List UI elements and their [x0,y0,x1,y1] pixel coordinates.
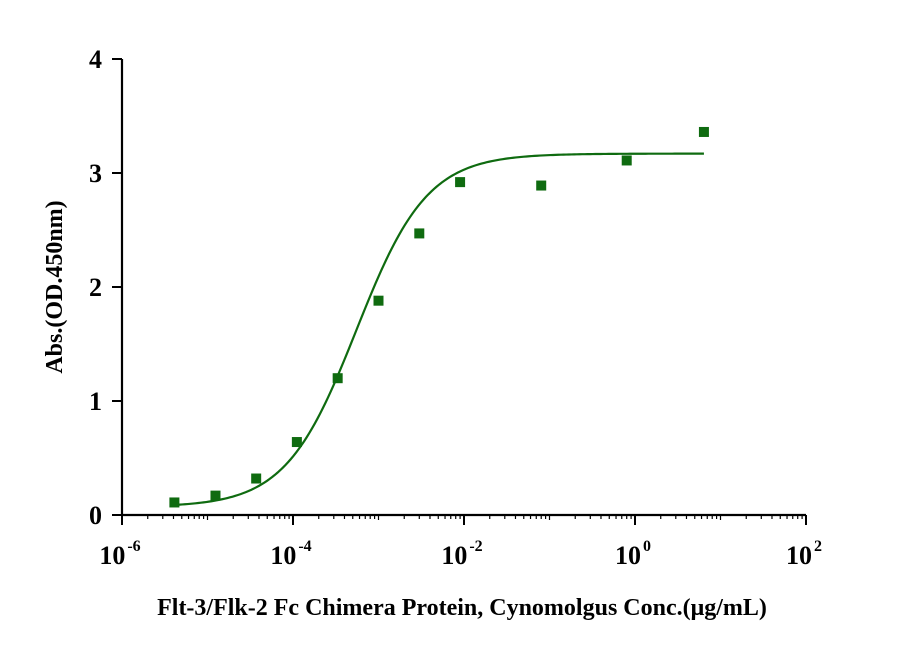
x-tick-exponent: -2 [469,538,482,555]
data-point [621,155,632,166]
y-axis-title: Abs.(OD.450nm) [42,200,68,373]
x-tick-exponent: -4 [298,538,311,555]
x-tick-base: 10 [441,541,467,570]
data-point [169,497,180,508]
y-tick-label: 1 [89,387,102,416]
x-tick-exponent: 0 [643,538,651,555]
x-tick-label: 10 -6 [99,538,140,570]
x-tick-label: 10 -2 [441,538,482,570]
y-tick-label: 4 [89,45,102,74]
data-point [414,228,425,239]
data-point [332,373,343,384]
x-tick-label: 10 -4 [270,538,311,570]
data-point [251,473,262,484]
x-tick-base: 10 [99,541,125,570]
x-tick-exponent: 2 [814,538,822,555]
x-tick-exponent: -6 [127,538,140,555]
x-tick-base: 10 [786,541,812,570]
points-layer [169,126,709,508]
x-axis-title: Flt-3/Flk-2 Fc Chimera Protein, Cynomolg… [157,595,767,621]
data-point [373,295,384,306]
data-point [210,490,221,501]
x-tick-label: 10 0 [615,538,651,570]
data-point [698,126,709,137]
y-tick-label: 3 [89,159,102,188]
data-point [536,180,547,191]
x-tick-label: 10 2 [786,538,822,570]
y-tick-label: 0 [89,501,102,530]
x-tick-base: 10 [615,541,641,570]
x-tick-base: 10 [270,541,296,570]
y-tick-label: 2 [89,273,102,302]
fit-layer [174,152,704,507]
data-point [291,437,302,448]
data-point [455,177,466,188]
fit-curve [174,152,704,507]
